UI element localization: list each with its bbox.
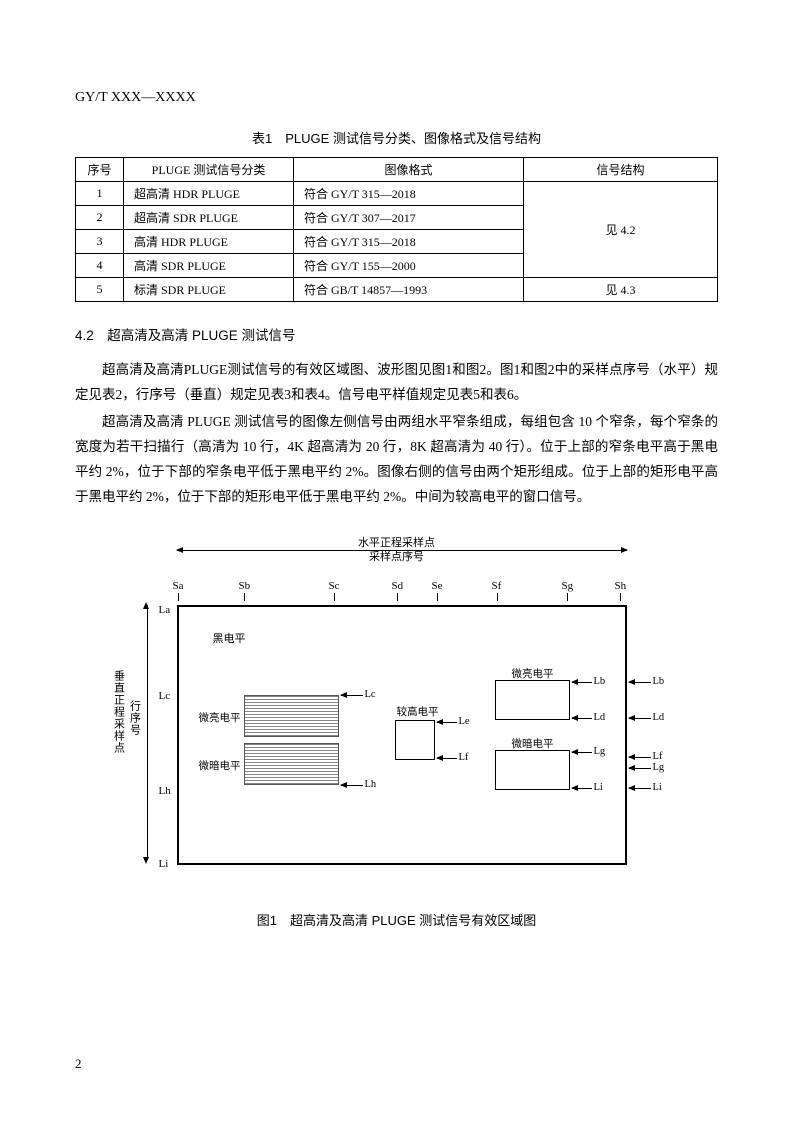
table-header-row: 序号 PLUGE 测试信号分类 图像格式 信号结构 <box>76 158 718 182</box>
tick <box>497 593 498 601</box>
s-label: Se <box>432 580 443 592</box>
figure-caption: 图1 超高清及高清 PLUGE 测试信号有效区域图 <box>75 910 718 929</box>
tick <box>178 593 179 601</box>
tick <box>620 593 621 601</box>
inner-label: Lb <box>594 676 606 687</box>
tick <box>397 593 398 601</box>
right-bright-box <box>495 680 570 720</box>
box-bright-label: 微亮电平 <box>512 666 554 681</box>
lf-arrow <box>437 758 457 759</box>
left-extent-line <box>147 605 148 860</box>
table-row: 1 超高清 HDR PLUGE 符合 GY/T 315—2018 见 4.2 <box>76 182 718 206</box>
s-label: Sd <box>392 580 404 592</box>
outer-arrow <box>629 757 651 758</box>
s-label: Sg <box>562 580 574 592</box>
outer-arrow <box>629 768 651 769</box>
lh-arrow <box>341 785 363 786</box>
cell-no: 5 <box>76 278 124 302</box>
bright-stripes <box>244 695 339 737</box>
lf-label: Lf <box>459 752 469 763</box>
s-label: Sa <box>173 580 184 592</box>
tick <box>567 593 568 601</box>
lh-label: Lh <box>365 779 377 790</box>
outer-label: Lg <box>653 762 665 773</box>
lc-arrow <box>341 695 363 696</box>
cell-cat: 高清 HDR PLUGE <box>124 230 294 254</box>
l-label: Lc <box>159 690 171 702</box>
table-caption: 表1 PLUGE 测试信号分类、图像格式及信号结构 <box>75 128 718 147</box>
center-window-box <box>395 720 435 760</box>
cell-fmt: 符合 GB/T 14857—1993 <box>294 278 524 302</box>
outer-label: Lb <box>653 676 665 687</box>
dark-label: 微暗电平 <box>199 758 241 773</box>
doc-header: GY/T XXX—XXXX <box>75 90 718 106</box>
outer-arrow <box>629 788 651 789</box>
cell-no: 2 <box>76 206 124 230</box>
s-label: Sb <box>239 580 251 592</box>
s-label: Sf <box>492 580 502 592</box>
th-no: 序号 <box>76 158 124 182</box>
cell-cat: 超高清 HDR PLUGE <box>124 182 294 206</box>
cell-no: 1 <box>76 182 124 206</box>
outer-label: Ld <box>653 712 665 723</box>
th-fmt: 图像格式 <box>294 158 524 182</box>
outer-arrow <box>629 718 651 719</box>
th-struct: 信号结构 <box>524 158 718 182</box>
cell-struct-merged: 见 4.2 <box>524 182 718 278</box>
inner-arrow <box>572 682 592 683</box>
l-label: La <box>159 604 171 616</box>
inner-arrow <box>572 752 592 753</box>
black-level-label: 黑电平 <box>213 630 246 646</box>
section-heading: 4.2 超高清及高清 PLUGE 测试信号 <box>75 324 718 344</box>
th-cat: PLUGE 测试信号分类 <box>124 158 294 182</box>
cell-cat: 超高清 SDR PLUGE <box>124 206 294 230</box>
top-label-2: 采样点序号 <box>117 548 677 564</box>
inner-label: Lg <box>594 746 606 757</box>
right-dark-box <box>495 750 570 790</box>
left-label-1: 垂直正程采样点 <box>111 670 127 754</box>
lc-label: Lc <box>365 689 376 700</box>
cell-no: 3 <box>76 230 124 254</box>
page-number: 2 <box>75 1056 82 1072</box>
tick <box>437 593 438 601</box>
tick <box>334 593 335 601</box>
outer-arrow <box>629 682 651 683</box>
outer-label: Lf <box>653 751 663 762</box>
dark-stripes <box>244 743 339 785</box>
cell-cat: 高清 SDR PLUGE <box>124 254 294 278</box>
cell-no: 4 <box>76 254 124 278</box>
le-arrow <box>437 722 457 723</box>
box-dark-label: 微暗电平 <box>512 736 554 751</box>
inner-label: Li <box>594 782 603 793</box>
paragraph: 超高清及高清PLUGE测试信号的有效区域图、波形图见图1和图2。图1和图2中的采… <box>75 358 718 408</box>
outer-label: Li <box>653 782 662 793</box>
arrow-down-icon <box>143 857 149 864</box>
left-label-2: 行序号 <box>127 700 143 736</box>
cell-struct-last: 见 4.3 <box>524 278 718 302</box>
cell-fmt: 符合 GY/T 155—2000 <box>294 254 524 278</box>
diagram: 水平正程采样点 采样点序号 Sa Sb Sc Sd Se Sf Sg Sh 垂直… <box>117 540 677 900</box>
tick <box>244 593 245 601</box>
cell-fmt: 符合 GY/T 315—2018 <box>294 230 524 254</box>
signal-table: 序号 PLUGE 测试信号分类 图像格式 信号结构 1 超高清 HDR PLUG… <box>75 157 718 302</box>
inner-arrow <box>572 718 592 719</box>
arrow-up-icon <box>143 602 149 609</box>
s-label: Sh <box>615 580 627 592</box>
inner-arrow <box>572 788 592 789</box>
cell-fmt: 符合 GY/T 315—2018 <box>294 182 524 206</box>
s-label: Sc <box>329 580 340 592</box>
paragraph: 超高清及高清 PLUGE 测试信号的图像左侧信号由两组水平窄条组成，每组包含 1… <box>75 410 718 510</box>
table-row: 5 标清 SDR PLUGE 符合 GB/T 14857—1993 见 4.3 <box>76 278 718 302</box>
figure-1: 水平正程采样点 采样点序号 Sa Sb Sc Sd Se Sf Sg Sh 垂直… <box>75 540 718 929</box>
inner-label: Ld <box>594 712 606 723</box>
l-label: Lh <box>159 785 171 797</box>
cell-cat: 标清 SDR PLUGE <box>124 278 294 302</box>
high-level-label: 较高电平 <box>397 704 439 719</box>
l-label: Li <box>159 858 169 870</box>
le-label: Le <box>459 716 470 727</box>
cell-fmt: 符合 GY/T 307—2017 <box>294 206 524 230</box>
bright-label: 微亮电平 <box>199 710 241 725</box>
